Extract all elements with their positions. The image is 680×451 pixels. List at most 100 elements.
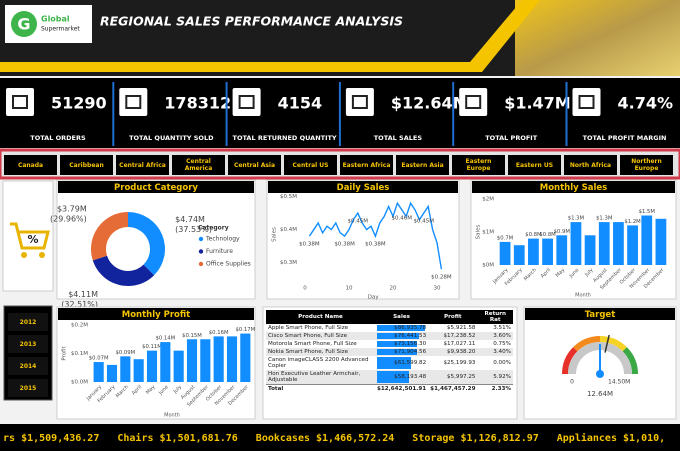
column-header: Return Rat [477,310,513,324]
bar [213,336,224,382]
region-button[interactable]: Caribbean [60,155,113,175]
bar [570,222,582,265]
y-tick-label: $0.4M [280,227,297,233]
region-button[interactable]: Canada [4,155,57,175]
bar [106,364,118,382]
ticker-name: rs [3,432,16,444]
gauge-value: 12.64M [587,390,613,398]
year-button[interactable]: 2014 [8,357,48,375]
gauge-band [600,336,627,352]
cart-glyph: % [27,233,38,246]
bar [513,245,525,265]
kpi-icon [345,88,374,116]
ticker-item: rs $1,509,436.27 [3,433,99,444]
region-button[interactable]: Eastern Europe [452,155,505,175]
kpi-icon [6,88,34,116]
card-title: Monthly Sales [540,183,607,193]
legend-dot [198,249,204,254]
kpi-value: 51290 [51,94,107,113]
cell-text: Nokia Smart Phone, Full Size [268,349,349,355]
data-label: $0.38M [365,242,386,248]
kpi-label: TOTAL QUANTITY SOLD [129,134,214,142]
region-button[interactable]: Eastern US [508,155,561,175]
x-axis-title: Month [164,413,180,419]
kpi-icon-glyph [465,95,482,109]
bar [120,356,131,382]
data-label: $0.45M [414,219,435,225]
region-button[interactable]: Central Africa [116,155,169,175]
y-tick-label: $0.5M [280,194,297,200]
data-label: $0.45M [348,219,369,225]
cart-icon [10,222,50,250]
header-stripe [0,0,540,72]
header-image [515,0,680,76]
total-cell: 2.33% [477,384,513,393]
card [266,179,460,300]
data-label: $1.5M [639,209,656,215]
region-button[interactable]: Central US [284,155,337,175]
ticker-value: $1,501,681.76 [159,432,238,444]
card-title-bar [268,181,458,193]
region-button[interactable]: Northern Europe [620,155,673,175]
x-tick-label: 20 [390,286,397,292]
table-cell: $71,904.56 [374,348,429,356]
region-button[interactable]: Central America [172,155,225,175]
region-button[interactable]: Eastern Asia [396,155,449,175]
cell-text: $17,027.11 [443,341,476,347]
region-button[interactable]: North Africa [564,155,617,175]
data-label: $1.3M [568,216,585,222]
bar [160,342,171,382]
data-label: $0.46M [392,215,413,221]
data-bar [376,349,417,355]
cell-text: $58,193.48 [394,374,427,380]
kpi-icon-glyph [12,95,28,109]
icon-panel [2,180,54,292]
cell-text: 0.00% [493,360,511,366]
ticker-value: $1,010, [623,432,666,444]
data-bar [376,325,425,331]
data-label: $0.14M [155,336,175,342]
kpi-icon-glyph [238,95,255,109]
ticker-value: $1,509,436.27 [21,432,100,444]
kpi-label: TOTAL PROFIT [485,134,537,142]
data-label: $0.9M [554,229,571,235]
table-row: Nokia Smart Phone, Full Size $71,904.56 $9… [266,348,513,356]
x-tick-label: 30 [434,286,441,292]
bar [186,339,198,382]
logo-mark [11,11,37,37]
kpi-label: TOTAL RETURNED QUANTITY [233,134,337,142]
kpi-icon-glyph [125,95,142,109]
bar [200,339,211,382]
table-cell: $73,156.30 [375,340,428,348]
table-cell: $5,921.58 [428,324,477,332]
x-tick-label: 0 [303,286,307,292]
cell-text: Hon Executive Leather Armchair, Adjustab… [268,371,361,383]
region-button[interactable]: Eastern Africa [340,155,393,175]
y-axis-title: Sales [476,225,482,240]
dashboard-title: REGIONAL SALES PERFORMANCE ANALYSIS [100,14,403,29]
table-cell: $17,238.52 [428,332,478,340]
bar [93,362,104,382]
logo-glyph: G [17,15,30,34]
ticker-item: Bookcases $1,466,572.24 [256,433,395,444]
gauge-hub [596,370,604,378]
ticker-name: Appliances [556,432,617,444]
logo-top: Global [41,15,70,24]
table-cell: $25,199.93 [428,356,477,370]
x-tick-label: May [555,267,567,279]
cell-text: 5.92% [493,374,511,380]
year-button[interactable]: 2015 [8,379,48,397]
bar [240,333,251,382]
kpi-label: TOTAL SALES [374,134,423,142]
table-cell: $9,938.20 [428,348,478,356]
cell-text: Canon imageCLASS 2200 Advanced Copier [268,357,369,369]
ticker-name: Chairs [117,432,154,444]
year-button[interactable]: 2013 [8,335,48,353]
data-label: $0.38M [299,242,320,248]
data-bar [376,341,418,347]
data-label: $0.16M [209,330,229,336]
table-cell: Cisco Smart Phone, Full Size [266,332,375,340]
year-button[interactable]: 2012 [8,313,48,331]
region-button[interactable]: Central Asia [228,155,281,175]
bar [226,336,238,382]
